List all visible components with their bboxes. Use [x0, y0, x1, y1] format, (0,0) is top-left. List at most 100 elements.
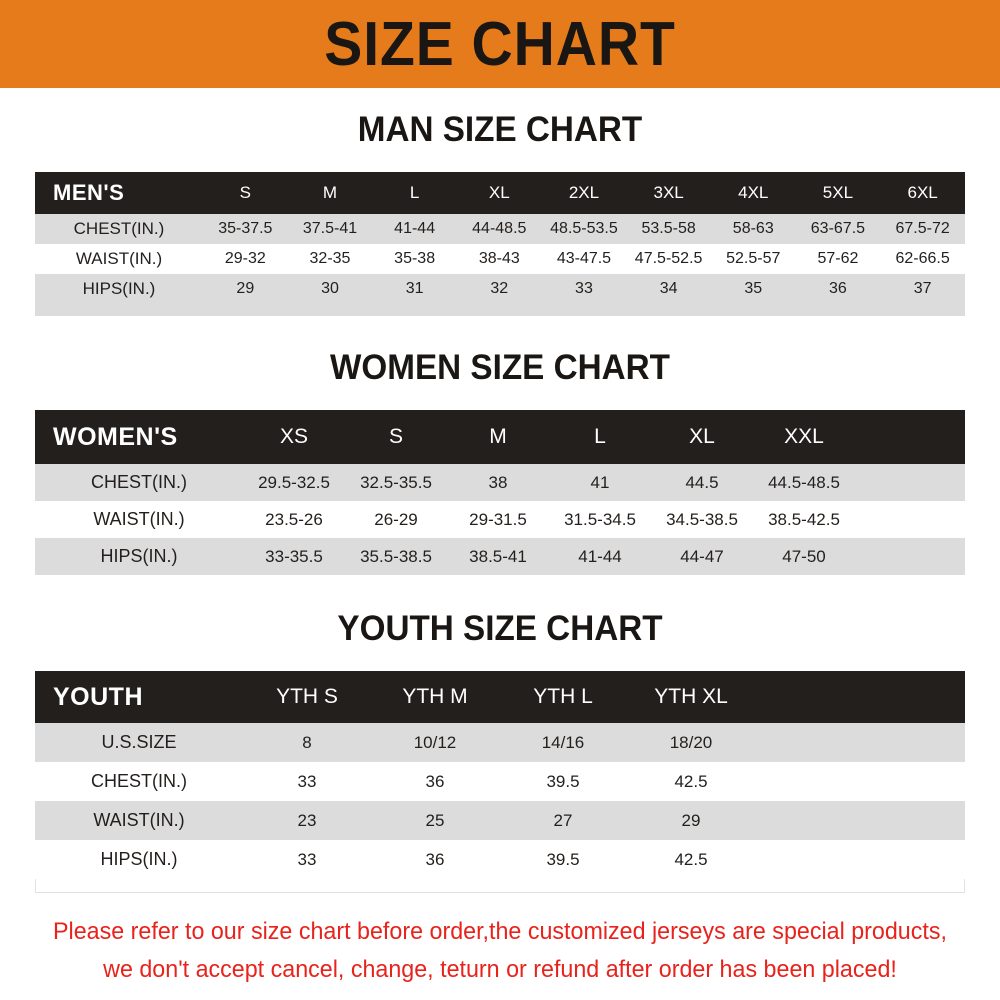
man-cell-0-5: 53.5-58 [641, 220, 696, 237]
women-cell-0-1: 32.5-35.5 [360, 472, 432, 492]
women-table-header-row: WOMEN'S XS S M L XL XXL [35, 410, 965, 464]
man-cell-0-8: 67.5-72 [895, 220, 950, 237]
women-cell-1-2: 29-31.5 [469, 509, 527, 529]
man-cell-1-2: 35-38 [394, 250, 436, 267]
youth-cell-1-4 [755, 762, 965, 801]
man-col-header-3: XL [488, 183, 510, 202]
women-cell-0-5: 44.5-48.5 [768, 472, 840, 492]
women-cell-2-6 [855, 538, 965, 575]
man-row-label-2: HIPS(IN.) [82, 279, 156, 298]
man-cell-2-8: 37 [913, 280, 932, 297]
youth-cell-1-3: 42.5 [674, 771, 708, 791]
man-col-header-4: 2XL [568, 183, 600, 202]
women-section-title: WOMEN SIZE CHART [330, 348, 670, 387]
youth-cell-2-4 [755, 801, 965, 840]
man-cell-0-2: 41-44 [394, 220, 436, 237]
table-row: WAIST(IN.) 23 25 27 29 [35, 801, 965, 840]
man-size-table-wrap: MEN'S S M L XL 2XL 3XL 4XL 5XL 6XL CHEST… [35, 172, 965, 316]
women-col-header-3: L [594, 425, 606, 448]
man-section-title: MAN SIZE CHART [357, 110, 643, 149]
women-cell-1-1: 26-29 [374, 509, 418, 529]
youth-cell-1-1: 36 [425, 771, 445, 791]
table-row: CHEST(IN.) 33 36 39.5 42.5 [35, 762, 965, 801]
man-col-header-1: M [322, 183, 338, 202]
man-cell-2-5: 34 [659, 280, 678, 297]
man-col-header-5: 3XL [653, 183, 684, 202]
youth-cell-3-1: 36 [425, 849, 445, 869]
youth-col-header-0: YTH S [276, 685, 338, 708]
man-size-table: MEN'S S M L XL 2XL 3XL 4XL 5XL 6XL CHEST… [35, 172, 965, 304]
man-cell-2-3: 32 [490, 280, 509, 297]
youth-cell-1-0: 33 [297, 771, 317, 791]
man-table-bottom-strip [35, 304, 965, 316]
man-cell-2-2: 31 [405, 280, 424, 297]
youth-cell-0-4 [755, 723, 965, 762]
table-row: WAIST(IN.) 23.5-26 26-29 29-31.5 31.5-34… [35, 501, 965, 538]
women-col-header-5: XXL [784, 425, 824, 448]
youth-table-bottom-strip [35, 879, 965, 893]
man-cell-1-7: 57-62 [817, 250, 859, 267]
women-size-table: WOMEN'S XS S M L XL XXL CHEST(IN.) 29.5-… [35, 410, 965, 575]
youth-col-header-1: YTH M [402, 685, 468, 708]
youth-col-header-3: YTH XL [654, 685, 728, 708]
women-cell-2-0: 33-35.5 [265, 546, 323, 566]
women-cell-0-3: 41 [590, 472, 610, 492]
youth-cell-0-2: 14/16 [541, 732, 585, 752]
man-cell-1-6: 52.5-57 [726, 250, 781, 267]
youth-cell-3-3: 42.5 [674, 849, 708, 869]
man-col-header-8: 6XL [907, 183, 938, 202]
youth-cell-0-1: 10/12 [413, 732, 457, 752]
women-col-header-1: S [388, 425, 403, 448]
women-cell-0-4: 44.5 [685, 472, 719, 492]
page-banner: SIZE CHART [0, 0, 1000, 88]
youth-cell-2-0: 23 [297, 810, 317, 830]
table-row: WAIST(IN.) 29-32 32-35 35-38 38-43 43-47… [35, 244, 965, 274]
youth-section-title: YOUTH SIZE CHART [337, 609, 663, 648]
youth-cell-3-2: 39.5 [546, 849, 580, 869]
youth-row-label-2: WAIST(IN.) [93, 810, 185, 830]
table-row: HIPS(IN.) 29 30 31 32 33 34 35 36 37 [35, 274, 965, 304]
man-cell-0-7: 63-67.5 [810, 220, 866, 237]
women-corner-label: WOMEN'S [53, 422, 178, 451]
man-col-header-0: S [239, 183, 251, 202]
man-row-label-0: CHEST(IN.) [73, 219, 165, 238]
footer-notice-line-1: Please refer to our size chart before or… [53, 918, 947, 945]
women-cell-2-2: 38.5-41 [469, 546, 527, 566]
table-row: CHEST(IN.) 29.5-32.5 32.5-35.5 38 41 44.… [35, 464, 965, 501]
table-row: CHEST(IN.) 35-37.5 37.5-41 41-44 44-48.5… [35, 214, 965, 244]
youth-cell-0-0: 8 [302, 732, 312, 752]
man-corner-label: MEN'S [53, 180, 125, 205]
women-cell-0-6 [855, 464, 965, 501]
youth-cell-2-2: 27 [553, 810, 573, 830]
women-row-label-0: CHEST(IN.) [91, 472, 187, 492]
man-cell-0-0: 35-37.5 [218, 220, 273, 237]
man-cell-2-6: 35 [744, 280, 763, 297]
women-col-header-6 [855, 410, 965, 464]
man-cell-1-4: 43-47.5 [556, 250, 612, 267]
women-cell-2-5: 47-50 [782, 546, 826, 566]
man-table-header-row: MEN'S S M L XL 2XL 3XL 4XL 5XL 6XL [35, 172, 965, 214]
youth-cell-3-4 [755, 840, 965, 879]
youth-row-label-1: CHEST(IN.) [91, 771, 187, 791]
women-cell-1-3: 31.5-34.5 [564, 509, 636, 529]
women-row-label-2: HIPS(IN.) [100, 546, 178, 566]
women-col-header-4: XL [689, 425, 715, 448]
man-col-header-6: 4XL [738, 183, 769, 202]
footer-notice: Please refer to our size chart before or… [49, 913, 952, 989]
footer-notice-line-2: we don't accept cancel, change, teturn o… [103, 955, 897, 983]
women-cell-2-1: 35.5-38.5 [360, 546, 432, 566]
man-col-header-2: L [409, 183, 420, 202]
page-title: SIZE CHART [324, 10, 676, 79]
youth-col-header-4 [755, 671, 965, 723]
man-cell-2-7: 36 [829, 280, 847, 297]
youth-cell-1-2: 39.5 [546, 771, 580, 791]
man-cell-0-3: 44-48.5 [472, 220, 527, 237]
women-cell-1-6 [855, 501, 965, 538]
man-cell-0-4: 48.5-53.5 [550, 220, 618, 237]
women-col-header-2: M [489, 425, 507, 448]
women-size-table-wrap: WOMEN'S XS S M L XL XXL CHEST(IN.) 29.5-… [35, 410, 965, 575]
women-cell-2-4: 44-47 [680, 546, 724, 566]
youth-corner-label: YOUTH [53, 682, 143, 711]
table-row: U.S.SIZE 8 10/12 14/16 18/20 [35, 723, 965, 762]
youth-col-header-2: YTH L [533, 685, 593, 708]
